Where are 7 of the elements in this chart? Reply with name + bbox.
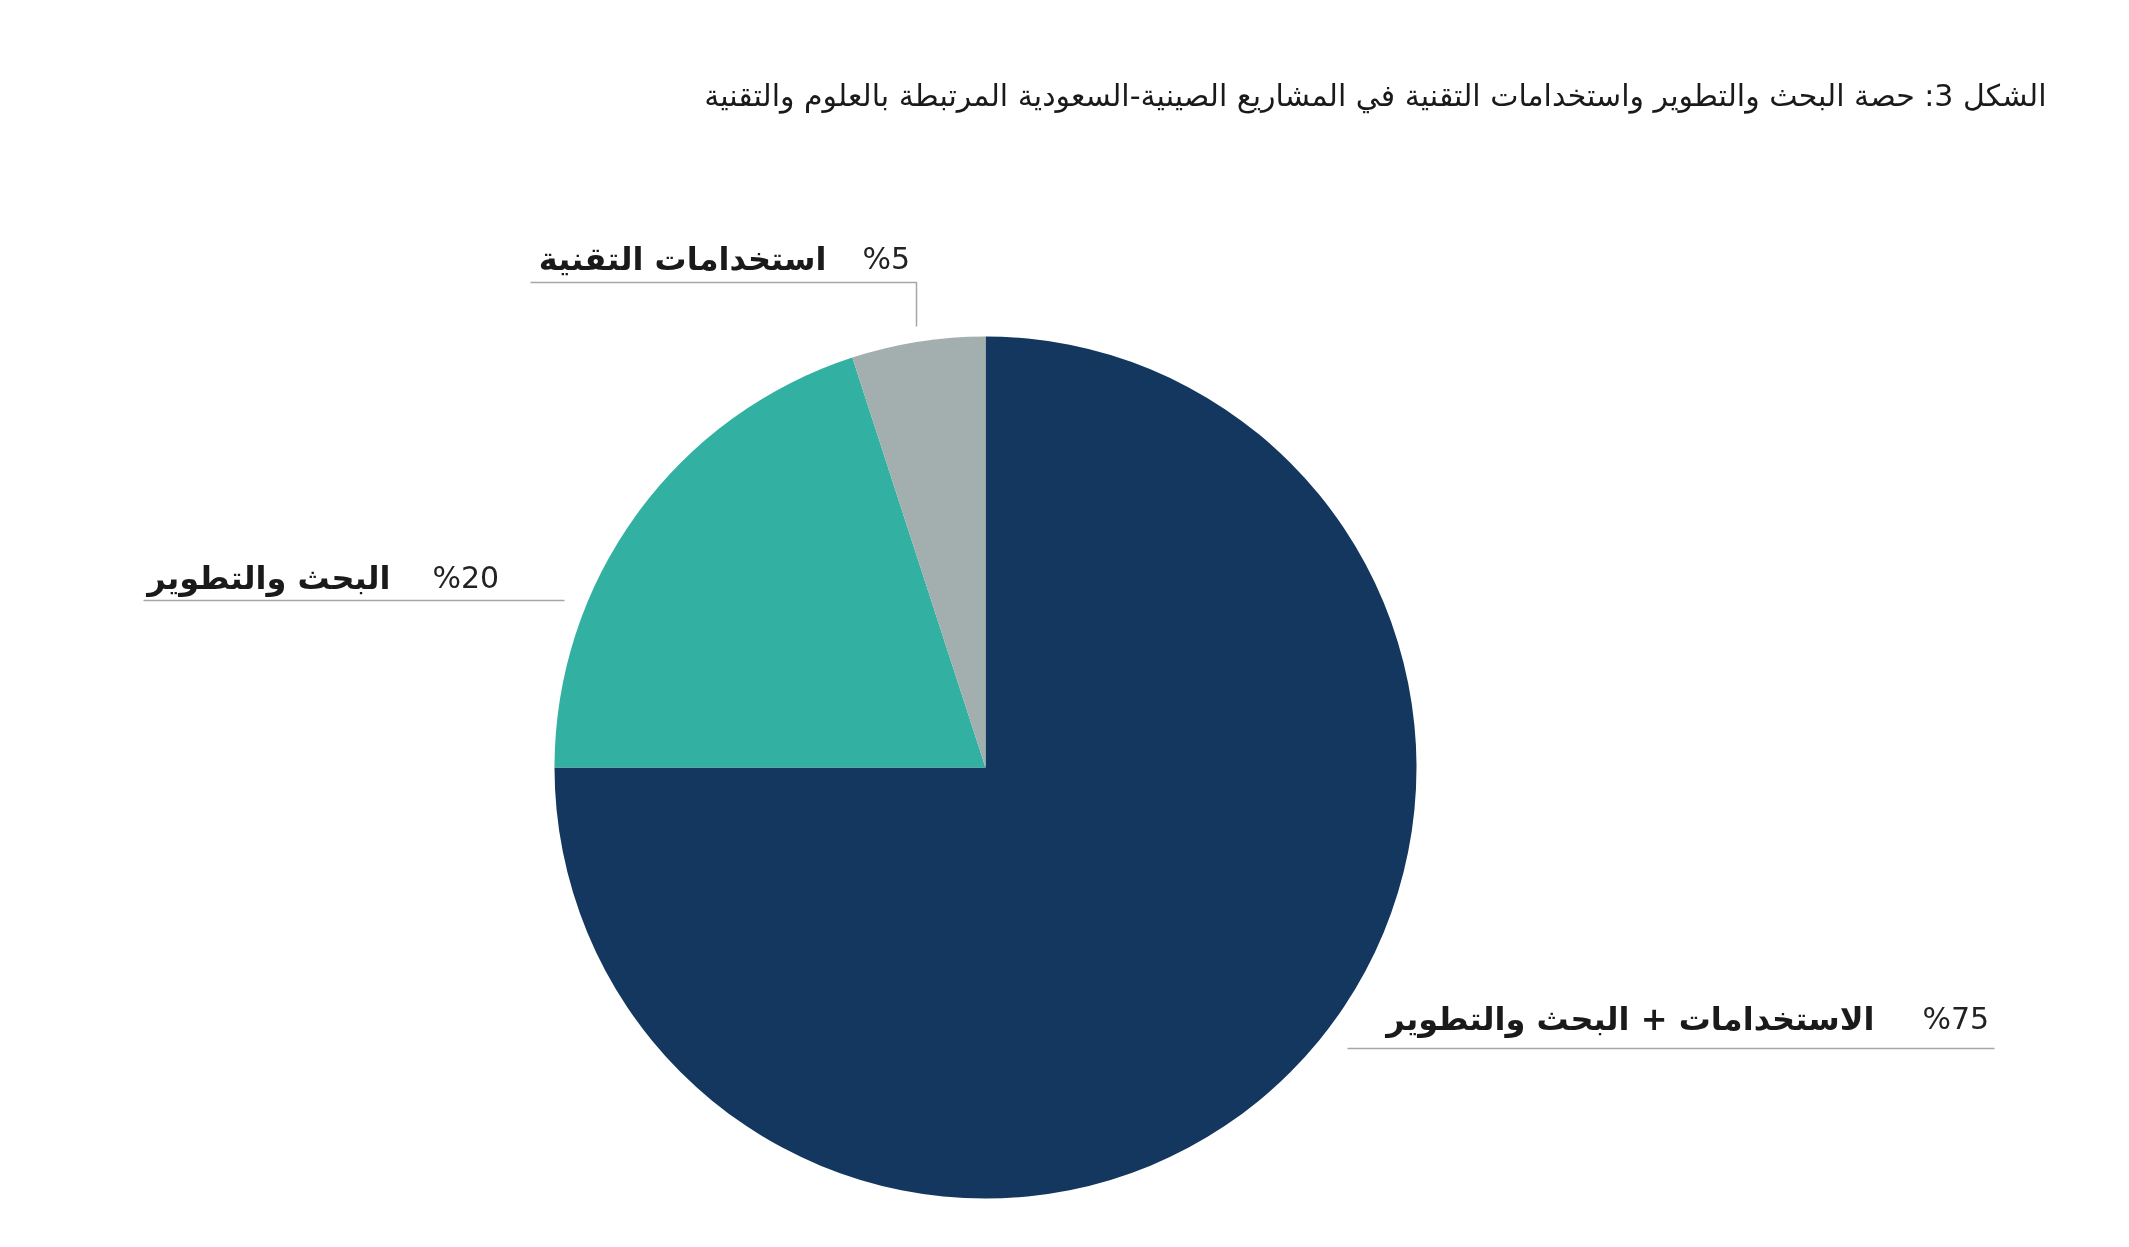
slice-label: البحث والتطوير [145,558,391,597]
data-label: %20 [432,560,500,595]
data-label: %5 [862,241,911,276]
data-label: %75 [1922,1001,1990,1036]
slice-label: الاستخدامات + البحث والتطوير [1384,999,1875,1038]
chart-title: الشكل 3: حصة البحث والتطوير واستخدامات التقنية في المشاريع الصينية-السعودية المرتبطة بالعلوم والتقنية [704,78,2047,114]
slice-label: استخدامات التقنية [538,239,827,278]
